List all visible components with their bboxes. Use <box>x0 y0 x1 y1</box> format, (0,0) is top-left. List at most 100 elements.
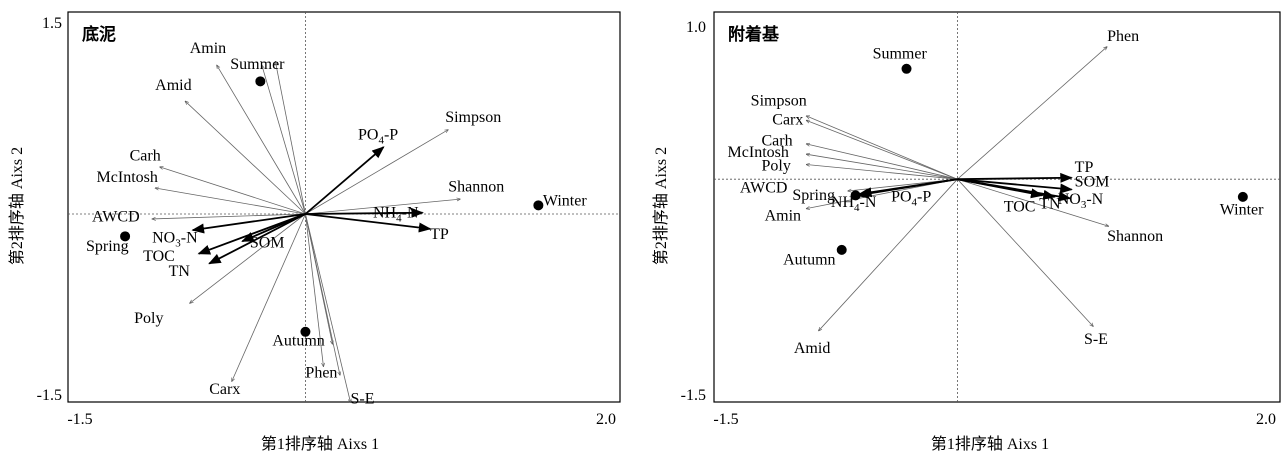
vector-label-carx: Carx <box>209 381 240 398</box>
unlabeled-vector-1 <box>262 65 306 215</box>
vector-label-amid: Amid <box>155 77 191 94</box>
panel-title: 附着基 <box>728 24 780 44</box>
vector-phen <box>957 47 1107 180</box>
vector-label-shannon: Shannon <box>1107 228 1163 245</box>
vector-label-awcd: AWCD <box>740 179 788 196</box>
vector-label-carx: Carx <box>772 112 803 129</box>
vector-poly <box>190 213 306 303</box>
x-axis-label: 第1排序轴 Aixs 1 <box>261 435 379 453</box>
env-label-nh4-n: NH4-N <box>373 205 419 225</box>
env-label-nh4-n: NH4-N <box>831 194 877 214</box>
panel-title: 底泥 <box>82 24 116 44</box>
sample-point-winter <box>1237 191 1248 202</box>
vector-label-amid: Amid <box>794 340 830 357</box>
vector-amid <box>819 178 958 331</box>
substrate-biplot-panel: 附着基 1.0 -1.5 -1.5 2.0 第1排序轴 Aixs 1 第2排序轴… <box>652 11 1281 453</box>
env-vector-toc <box>957 178 1044 199</box>
vector-label-s-e: S-E <box>351 391 375 408</box>
x-tick-right: 2.0 <box>596 411 616 428</box>
vector-s-e <box>305 213 350 402</box>
vector-label-poly: Poly <box>134 310 163 327</box>
sample-point-spring <box>120 231 131 242</box>
vector-amin <box>217 65 306 215</box>
x-axis-label: 第1排序轴 Aixs 1 <box>931 435 1049 453</box>
sample-label-winter: Winter <box>543 192 587 209</box>
vector-carx <box>806 120 958 180</box>
vector-carh <box>806 144 958 180</box>
vector-carh <box>160 167 306 215</box>
y-tick-top: 1.0 <box>686 19 706 36</box>
vector-label-amin: Amin <box>765 207 801 224</box>
plot-frame <box>713 11 1281 403</box>
y-axis-label: 第2排序轴 Aixs 2 <box>652 147 670 265</box>
env-label-tn: TN <box>1039 196 1061 213</box>
env-vector-no3-n <box>191 213 306 234</box>
y-axis-label: 第2排序轴 Aixs 2 <box>8 147 26 265</box>
env-label-po4-p: PO4-P <box>358 127 398 147</box>
vector-label-s-e: S-E <box>1084 331 1108 348</box>
y-tick-bottom: -1.5 <box>681 387 706 404</box>
env-label-tp: TP <box>1075 159 1094 176</box>
env-label-tn: TN <box>169 263 191 280</box>
env-vector-nh4-n <box>305 207 424 218</box>
env-label-som: SOM <box>1075 174 1110 191</box>
env-vector-tp <box>305 213 432 233</box>
plot-marks: Amin Amid Simpson Carh McIntosh Shannon AWCD Po… <box>68 12 620 408</box>
sample-point-summer <box>255 76 266 87</box>
vector-carx <box>232 213 306 381</box>
sample-point-winter <box>533 200 544 211</box>
vector-label-mcintosh: McIntosh <box>728 144 789 161</box>
vector-label-carh: Carh <box>761 132 792 149</box>
env-label-toc: TOC <box>1004 199 1036 216</box>
vector-label-simpson: Simpson <box>445 109 501 126</box>
env-vector-som <box>241 213 306 243</box>
x-tick-left: -1.5 <box>713 411 738 428</box>
x-tick-left: -1.5 <box>67 411 92 428</box>
vector-mcintosh <box>155 188 306 215</box>
env-label-po4-p: PO4-P <box>891 188 931 208</box>
sample-label-summer: Summer <box>230 56 285 73</box>
env-label-no3-n: NO3-N <box>152 230 198 250</box>
env-vector-po4-p <box>858 178 958 198</box>
vector-phen <box>305 213 323 367</box>
vector-shannon <box>957 178 1108 226</box>
y-tick-bottom: -1.5 <box>37 387 62 404</box>
vector-label-phen: Phen <box>1107 28 1139 45</box>
sample-label-autumn: Autumn <box>272 332 324 349</box>
env-vector-po4-p <box>304 146 385 215</box>
vector-mcintosh <box>806 154 958 180</box>
y-tick-top: 1.5 <box>42 15 62 32</box>
env-vector-tp <box>957 172 1073 183</box>
vector-label-awcd: AWCD <box>92 208 140 225</box>
sample-point-autumn <box>836 244 847 255</box>
plot-frame <box>67 11 621 403</box>
unlabeled-vector-0 <box>275 61 306 215</box>
x-tick-right: 2.0 <box>1256 411 1276 428</box>
env-label-no3-n: NO3-N <box>1058 191 1104 211</box>
vector-simpson <box>305 130 448 215</box>
sample-label-winter: Winter <box>1220 202 1264 219</box>
vector-label-amin: Amin <box>190 40 226 57</box>
env-vector-som <box>957 178 1073 194</box>
vector-poly <box>806 164 958 180</box>
sample-point-spring <box>850 190 861 201</box>
sample-point-autumn <box>300 326 311 337</box>
sample-label-spring: Spring <box>86 238 129 255</box>
env-label-som: SOM <box>250 234 285 251</box>
env-vector-tn <box>208 213 306 265</box>
vector-awcd <box>152 213 306 219</box>
vector-shannon <box>305 199 460 215</box>
vector-label-simpson: Simpson <box>751 93 807 110</box>
vector-label-shannon: Shannon <box>448 179 504 196</box>
vector-label-phen: Phen <box>305 365 337 382</box>
sediment-biplot-panel: 底泥 1.5 -1.5 -1.5 2.0 第1排序轴 Aixs 1 第2排序轴 … <box>8 11 621 453</box>
sample-label-spring: Spring <box>792 187 835 204</box>
vector-label-mcintosh: McIntosh <box>97 169 158 186</box>
env-label-tp: TP <box>430 226 449 243</box>
vector-label-carh: Carh <box>130 148 161 165</box>
vector-amid <box>185 101 306 215</box>
vector-simpson <box>806 116 958 180</box>
sample-point-summer <box>901 63 912 74</box>
